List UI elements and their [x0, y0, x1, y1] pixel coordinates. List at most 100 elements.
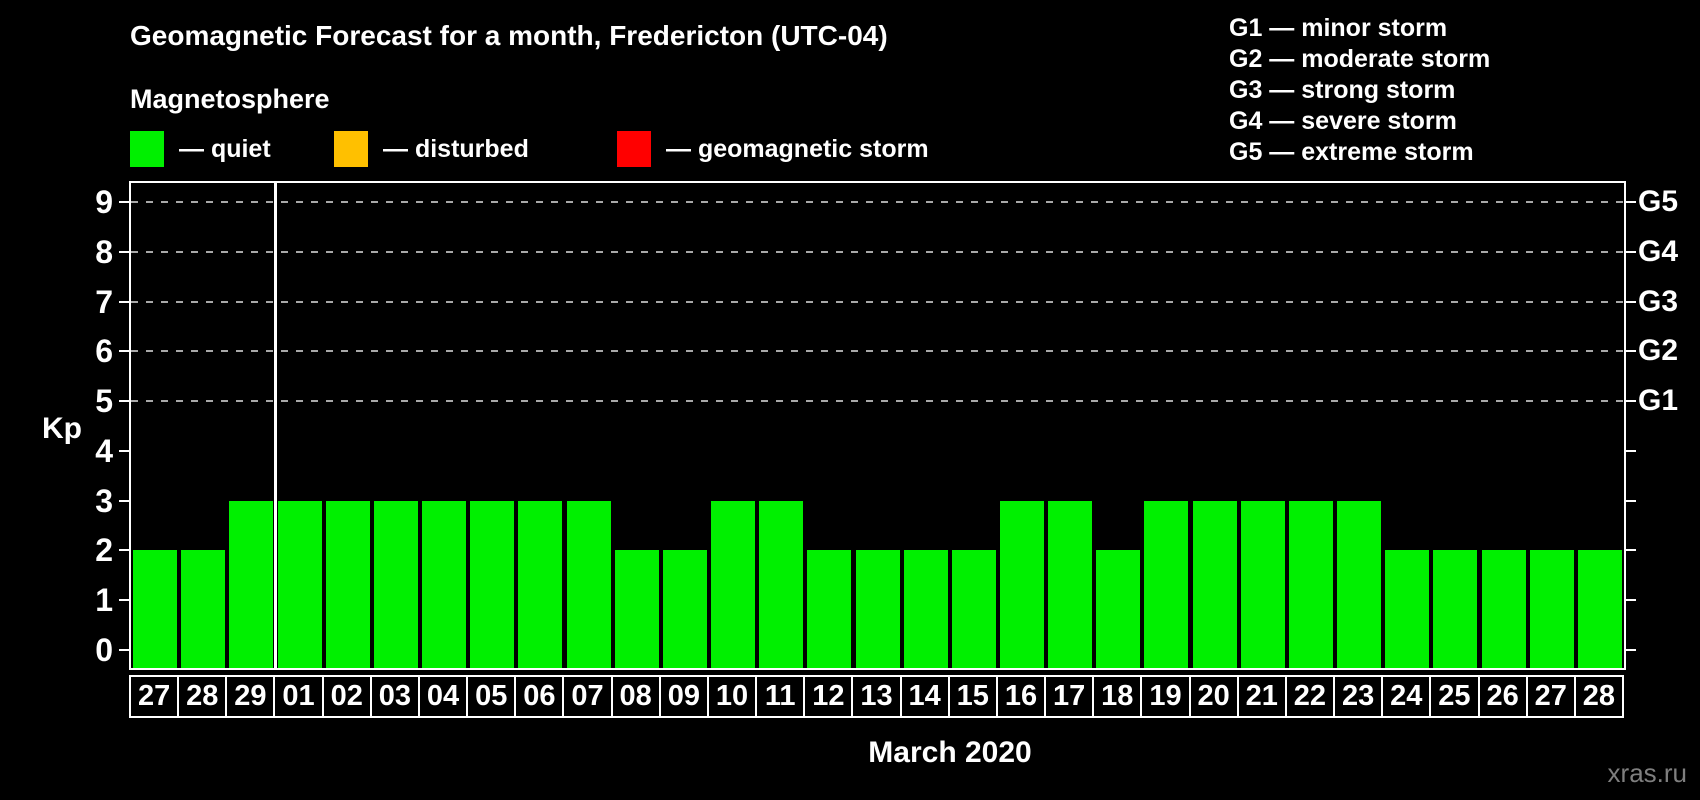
y-tick-label: 1 — [95, 582, 113, 619]
day-label: 27 — [129, 675, 180, 718]
y-axis-tick-right — [1626, 549, 1636, 552]
chart-title: Geomagnetic Forecast for a month, Freder… — [130, 20, 888, 51]
day-label: 02 — [321, 675, 372, 718]
day-label: 03 — [369, 675, 420, 718]
y-axis-tick-right — [1626, 499, 1636, 502]
y-axis-tick-left — [119, 400, 129, 403]
kp-bar — [181, 550, 226, 668]
kp-bar — [759, 500, 804, 668]
g-level-label-g4: G4 — [1638, 234, 1679, 268]
day-label: 07 — [562, 675, 613, 718]
kp-axis-label: Kp — [42, 412, 82, 445]
kp-bar — [1577, 550, 1622, 668]
day-label: 05 — [466, 675, 517, 718]
disturbed-color-swatch — [334, 131, 368, 167]
y-axis-tick-left — [119, 449, 129, 452]
y-axis-tick-right — [1626, 449, 1636, 452]
plot-frame — [129, 181, 1626, 670]
day-label: 17 — [1044, 675, 1095, 718]
y-axis-tick-right — [1626, 250, 1636, 253]
dashed-gridline-g3 — [131, 300, 1624, 303]
day-label: 28 — [1573, 675, 1624, 718]
y-axis-tick-right — [1626, 400, 1636, 403]
kp-bar — [1048, 500, 1093, 668]
day-label: 01 — [273, 675, 324, 718]
kp-bar — [711, 500, 756, 668]
g4-legend-row: G4 — severe storm — [1229, 107, 1457, 135]
kp-bar — [373, 500, 418, 668]
legend-item-disturbed: — disturbed — [334, 130, 529, 168]
kp-bar — [999, 500, 1044, 668]
kp-bar — [229, 500, 274, 668]
kp-bar — [855, 550, 900, 668]
kp-bar — [518, 500, 563, 668]
storm-label: — geomagnetic storm — [666, 134, 929, 163]
dashed-gridline-g2 — [131, 350, 1624, 353]
kp-bar — [133, 550, 178, 668]
magnetosphere-label: Magnetosphere — [130, 84, 330, 114]
kp-bar — [1481, 550, 1526, 668]
g2-legend-row: G2 — moderate storm — [1229, 45, 1491, 73]
g-level-label-g3: G3 — [1638, 284, 1679, 318]
y-axis-tick-right — [1626, 599, 1636, 602]
y-axis-tick-left — [119, 201, 129, 203]
y-axis-tick-left — [119, 549, 129, 552]
day-label: 04 — [417, 675, 469, 718]
dashed-gridline-g5 — [131, 201, 1624, 203]
y-tick-label: 9 — [95, 184, 113, 220]
kp-bar — [1337, 500, 1382, 668]
storm-color-swatch — [617, 131, 651, 167]
day-label: 08 — [610, 675, 661, 718]
g5-legend-row: G5 — extreme storm — [1229, 138, 1474, 166]
y-axis-tick-right — [1626, 350, 1636, 353]
month-label: March 2020 — [868, 736, 1032, 769]
kp-bar — [951, 550, 996, 668]
month-boundary-line — [274, 183, 278, 668]
quiet-label: — quiet — [179, 134, 271, 163]
kp-bar — [566, 500, 611, 668]
y-axis-tick-right — [1626, 201, 1636, 203]
day-label: 11 — [755, 675, 806, 718]
quiet-color-swatch — [130, 131, 164, 167]
y-tick-label: 2 — [95, 532, 113, 569]
kp-bar — [1096, 550, 1141, 668]
y-axis-tick-left — [119, 599, 129, 602]
y-axis-tick-right — [1626, 300, 1636, 303]
kp-bar — [1240, 500, 1285, 668]
kp-bar — [614, 550, 659, 668]
day-label: 13 — [851, 675, 902, 718]
y-tick-label: 6 — [95, 333, 113, 370]
day-label: 23 — [1333, 675, 1384, 718]
y-axis-tick-right — [1626, 649, 1636, 651]
g3-legend-row: G3 — strong storm — [1229, 76, 1456, 104]
legend-item-quiet: — quiet — [130, 130, 271, 168]
day-label: 10 — [706, 675, 758, 718]
kp-bar — [277, 500, 322, 668]
day-label: 22 — [1284, 675, 1336, 718]
day-label: 16 — [995, 675, 1047, 718]
kp-bar — [422, 500, 467, 668]
y-tick-label: 3 — [95, 482, 113, 519]
day-label: 24 — [1381, 675, 1432, 718]
g-level-label-g2: G2 — [1638, 334, 1679, 368]
kp-bar — [470, 500, 515, 668]
day-label: 18 — [1092, 675, 1143, 718]
y-axis-tick-left — [119, 649, 129, 651]
y-tick-label: 4 — [95, 432, 113, 469]
y-axis-tick-left — [119, 350, 129, 353]
g-scale-legend: G1 — minor storm G2 — moderate storm G3 … — [1229, 13, 1490, 168]
day-label: 14 — [899, 675, 950, 718]
kp-bar — [1529, 550, 1574, 668]
kp-bar — [662, 550, 707, 668]
day-label: 26 — [1477, 675, 1528, 718]
day-label: 29 — [225, 675, 276, 718]
kp-bar — [1433, 550, 1478, 668]
day-label: 12 — [803, 675, 854, 718]
kp-bar — [807, 550, 852, 668]
kp-bar — [325, 500, 370, 668]
kp-bar — [1385, 550, 1430, 668]
day-label: 09 — [658, 675, 709, 718]
day-label: 27 — [1525, 675, 1576, 718]
kp-bar — [1192, 500, 1237, 668]
